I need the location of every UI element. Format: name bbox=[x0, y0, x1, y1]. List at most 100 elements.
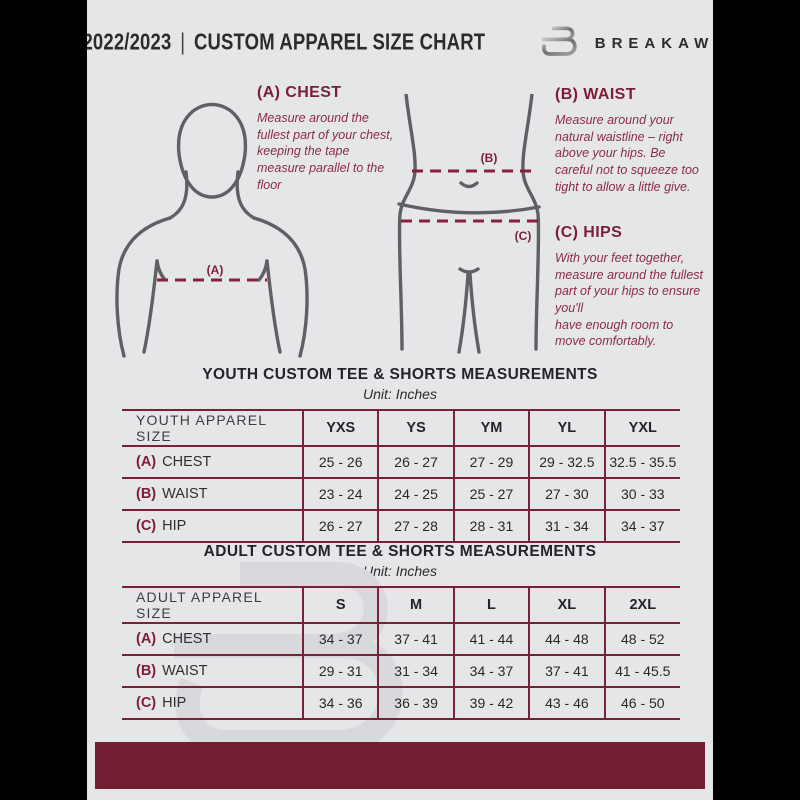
cell: 41 - 45.5 bbox=[603, 655, 680, 688]
waist-marker-label: (B) bbox=[481, 151, 498, 165]
cell: 44 - 48 bbox=[528, 623, 605, 656]
youth-size-header: YXS bbox=[301, 409, 379, 447]
youth-size-header: YL bbox=[528, 409, 605, 447]
cell: 27 - 28 bbox=[377, 510, 454, 543]
hips-heading: (C) HIPS bbox=[555, 224, 623, 241]
youth-first-column-header: YOUTH APPAREL SIZE bbox=[122, 409, 303, 447]
cell: 48 - 52 bbox=[603, 623, 680, 656]
table-row: (B) WAIST 23 - 24 24 - 25 25 - 27 27 - 30… bbox=[122, 478, 680, 511]
row-label: CHEST bbox=[162, 631, 212, 647]
cell: 28 - 31 bbox=[452, 510, 530, 543]
youth-table-unit: Unit: Inches bbox=[363, 386, 437, 402]
table-row: (A) CHEST 25 - 26 26 - 27 27 - 29 29 - 32… bbox=[122, 446, 680, 479]
row-marker: (C) bbox=[136, 518, 157, 534]
table-row: (C) HIP 26 - 27 27 - 28 28 - 31 31 - 34 3… bbox=[122, 510, 680, 543]
row-marker: (A) bbox=[136, 631, 157, 647]
cell: 37 - 41 bbox=[528, 655, 605, 688]
youth-section: YOUTH CUSTOM TEE & SHORTS MEASUREMENTS U… bbox=[87, 366, 713, 543]
cell: 36 - 39 bbox=[377, 687, 454, 720]
waist-guide: (B) WAIST Measure around your natural wa… bbox=[555, 86, 700, 195]
cell: 31 - 34 bbox=[377, 655, 454, 688]
brand-name: BREAKAWAY bbox=[594, 34, 713, 52]
row-marker: (C) bbox=[136, 695, 157, 711]
cell: 27 - 29 bbox=[452, 446, 530, 479]
cell: 34 - 37 bbox=[452, 655, 530, 688]
title-separator: | bbox=[180, 30, 186, 55]
torso-figure: (A) bbox=[115, 103, 309, 358]
row-label: HIP bbox=[162, 518, 187, 534]
adult-chest-row-label: (A) CHEST bbox=[122, 623, 303, 656]
cell: 39 - 42 bbox=[452, 687, 530, 720]
cell: 30 - 33 bbox=[603, 478, 680, 511]
cell: 23 - 24 bbox=[301, 478, 379, 511]
table-row: (C) HIP 34 - 36 36 - 39 39 - 42 43 - 46 4… bbox=[122, 687, 680, 720]
hips-guide: (C) HIPS With your feet together, measur… bbox=[555, 224, 705, 350]
row-label: WAIST bbox=[162, 663, 208, 679]
cell: 32.5 - 35.5 bbox=[603, 446, 680, 479]
youth-waist-row-label: (B) WAIST bbox=[122, 478, 303, 511]
youth-size-table: YOUTH APPAREL SIZE YXS YS YM YL YXL (A) C… bbox=[122, 409, 680, 543]
cell: 34 - 36 bbox=[301, 687, 379, 720]
adult-first-column-header: ADULT APPAREL SIZE bbox=[122, 586, 303, 624]
cell: 27 - 30 bbox=[528, 478, 605, 511]
adult-size-header: 2XL bbox=[603, 586, 680, 624]
row-label: CHEST bbox=[162, 454, 212, 470]
adult-hip-row-label: (C) HIP bbox=[122, 687, 303, 720]
chest-marker-label: (A) bbox=[207, 263, 224, 277]
hips-marker-label: (C) bbox=[515, 229, 532, 243]
footer-bar bbox=[95, 742, 705, 789]
cell: 26 - 27 bbox=[377, 446, 454, 479]
row-marker: (A) bbox=[136, 454, 157, 470]
youth-size-header: YXL bbox=[603, 409, 680, 447]
row-label: HIP bbox=[162, 695, 187, 711]
page-title: 2022/2023 | CUSTOM APPAREL SIZE CHART bbox=[87, 30, 485, 56]
youth-size-header: YM bbox=[452, 409, 530, 447]
cell: 41 - 44 bbox=[452, 623, 530, 656]
cell: 34 - 37 bbox=[603, 510, 680, 543]
cell: 24 - 25 bbox=[377, 478, 454, 511]
table-row: (B) WAIST 29 - 31 31 - 34 34 - 37 37 - 41… bbox=[122, 655, 680, 688]
row-marker: (B) bbox=[136, 663, 157, 679]
adult-size-header: XL bbox=[528, 586, 605, 624]
adult-size-header: S bbox=[301, 586, 379, 624]
youth-size-header: YS bbox=[377, 409, 454, 447]
cell: 34 - 37 bbox=[301, 623, 379, 656]
adult-waist-row-label: (B) WAIST bbox=[122, 655, 303, 688]
waist-hips-figure: (B) (C) bbox=[397, 94, 541, 354]
cell: 43 - 46 bbox=[528, 687, 605, 720]
adult-header-row: ADULT APPAREL SIZE S M L XL 2XL bbox=[122, 586, 680, 624]
adult-size-table: ADULT APPAREL SIZE S M L XL 2XL (A) CHEST… bbox=[122, 586, 680, 720]
brand-block: BREAKAWAY bbox=[539, 24, 713, 62]
chest-description: Measure around the fullest part of your … bbox=[257, 111, 394, 192]
chest-guide: (A) CHEST Measure around the fullest par… bbox=[257, 84, 397, 193]
row-label: WAIST bbox=[162, 486, 208, 502]
adult-size-header: M bbox=[377, 586, 454, 624]
adult-size-header: L bbox=[452, 586, 530, 624]
youth-table-title: YOUTH CUSTOM TEE & SHORTS MEASUREMENTS bbox=[202, 366, 598, 383]
cell: 25 - 27 bbox=[452, 478, 530, 511]
size-chart-page: 2022/2023 | CUSTOM APPAREL SIZE CHART BREA… bbox=[87, 0, 713, 800]
cell: 29 - 31 bbox=[301, 655, 379, 688]
page-header: 2022/2023 | CUSTOM APPAREL SIZE CHART BREA… bbox=[87, 0, 713, 72]
title-text: CUSTOM APPAREL SIZE CHART bbox=[194, 30, 486, 55]
waist-description: Measure around your natural waistline – … bbox=[555, 113, 699, 194]
adult-section: ADULT CUSTOM TEE & SHORTS MEASUREMENTS U… bbox=[87, 543, 713, 720]
youth-chest-row-label: (A) CHEST bbox=[122, 446, 303, 479]
youth-hip-row-label: (C) HIP bbox=[122, 510, 303, 543]
cell: 31 - 34 bbox=[528, 510, 605, 543]
breakaway-logo-icon bbox=[541, 26, 577, 56]
cell: 46 - 50 bbox=[603, 687, 680, 720]
title-year: 2022/2023 bbox=[87, 30, 172, 55]
hips-description: With your feet together, measure around … bbox=[555, 251, 704, 349]
row-marker: (B) bbox=[136, 486, 157, 502]
youth-header-row: YOUTH APPAREL SIZE YXS YS YM YL YXL bbox=[122, 409, 680, 447]
adult-table-title: ADULT CUSTOM TEE & SHORTS MEASUREMENTS bbox=[203, 543, 597, 560]
cell: 26 - 27 bbox=[301, 510, 379, 543]
adult-table-unit: Unit: Inches bbox=[363, 563, 437, 579]
cell: 25 - 26 bbox=[301, 446, 379, 479]
cell: 37 - 41 bbox=[377, 623, 454, 656]
waist-heading: (B) WAIST bbox=[555, 86, 636, 103]
chest-heading: (A) CHEST bbox=[257, 84, 342, 101]
cell: 29 - 32.5 bbox=[528, 446, 605, 479]
table-row: (A) CHEST 34 - 37 37 - 41 41 - 44 44 - 48… bbox=[122, 623, 680, 656]
